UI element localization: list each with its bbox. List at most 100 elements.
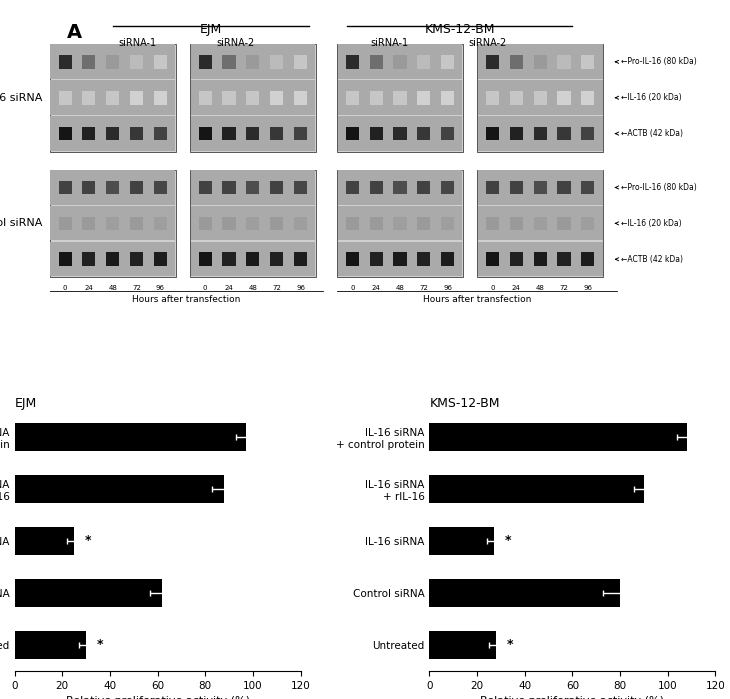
Bar: [346, 180, 359, 194]
Bar: [441, 252, 454, 266]
Text: 96: 96: [156, 284, 165, 291]
Bar: [223, 252, 236, 266]
Bar: [130, 55, 143, 69]
Bar: [338, 242, 462, 276]
Bar: [130, 217, 143, 230]
Bar: [338, 206, 462, 240]
Bar: [294, 55, 307, 69]
Bar: [58, 91, 72, 105]
Bar: [191, 45, 315, 79]
Bar: [441, 127, 454, 140]
Text: *: *: [97, 638, 104, 651]
Bar: [510, 127, 523, 140]
Bar: [338, 80, 462, 115]
Bar: [294, 217, 307, 230]
X-axis label: Relative proliferative activity (%): Relative proliferative activity (%): [480, 696, 664, 699]
Bar: [15, 475, 224, 503]
Bar: [130, 127, 143, 140]
Bar: [130, 252, 143, 266]
Bar: [558, 127, 571, 140]
Bar: [199, 252, 212, 266]
Bar: [558, 55, 571, 69]
Text: Hours after transfection: Hours after transfection: [132, 295, 240, 304]
Bar: [154, 127, 167, 140]
Bar: [558, 91, 571, 105]
Bar: [393, 127, 407, 140]
Text: 96: 96: [296, 284, 305, 291]
Text: *: *: [504, 535, 511, 547]
Bar: [369, 252, 383, 266]
Bar: [478, 170, 602, 205]
Text: ←ACTB (42 kDa): ←ACTB (42 kDa): [615, 254, 683, 264]
Bar: [558, 180, 571, 194]
Bar: [418, 91, 431, 105]
Bar: [270, 127, 283, 140]
Bar: [418, 217, 431, 230]
Bar: [510, 55, 523, 69]
Bar: [191, 170, 315, 205]
Bar: [130, 91, 143, 105]
Text: 72: 72: [420, 284, 429, 291]
Bar: [223, 217, 236, 230]
Bar: [82, 252, 96, 266]
Bar: [106, 217, 119, 230]
Bar: [486, 127, 499, 140]
Bar: [199, 127, 212, 140]
Bar: [294, 127, 307, 140]
Bar: [15, 423, 246, 452]
Text: 24: 24: [512, 284, 520, 291]
Bar: [369, 55, 383, 69]
Bar: [106, 127, 119, 140]
Bar: [199, 91, 212, 105]
Bar: [106, 91, 119, 105]
Text: ←Pro-IL-16 (80 kDa): ←Pro-IL-16 (80 kDa): [615, 183, 697, 192]
Text: 72: 72: [560, 284, 569, 291]
Bar: [270, 180, 283, 194]
Bar: [58, 55, 72, 69]
Text: 72: 72: [272, 284, 281, 291]
Bar: [441, 180, 454, 194]
Bar: [478, 242, 602, 276]
Text: KMS-12-BM: KMS-12-BM: [429, 397, 500, 410]
Bar: [429, 527, 493, 555]
Bar: [534, 127, 547, 140]
Bar: [270, 91, 283, 105]
Bar: [154, 55, 167, 69]
Text: 0: 0: [203, 284, 207, 291]
Text: 0: 0: [63, 284, 67, 291]
Bar: [337, 170, 463, 278]
Bar: [486, 91, 499, 105]
Bar: [346, 217, 359, 230]
Bar: [338, 45, 462, 79]
Bar: [199, 217, 212, 230]
Text: *: *: [507, 638, 513, 651]
Bar: [270, 217, 283, 230]
Bar: [82, 55, 96, 69]
Bar: [418, 252, 431, 266]
Bar: [478, 45, 602, 79]
Bar: [50, 170, 175, 205]
Bar: [429, 475, 644, 503]
Text: 24: 24: [372, 284, 380, 291]
Text: *: *: [85, 535, 91, 547]
Bar: [510, 91, 523, 105]
Bar: [154, 91, 167, 105]
Text: 48: 48: [108, 284, 117, 291]
Text: siRNA-2: siRNA-2: [216, 38, 255, 48]
Bar: [477, 170, 603, 278]
Bar: [191, 242, 315, 276]
Bar: [369, 91, 383, 105]
Bar: [418, 55, 431, 69]
Text: ←Pro-IL-16 (80 kDa): ←Pro-IL-16 (80 kDa): [615, 57, 697, 66]
Text: 96: 96: [443, 284, 452, 291]
Bar: [558, 252, 571, 266]
Bar: [199, 55, 212, 69]
Bar: [82, 127, 96, 140]
Bar: [15, 527, 74, 555]
Bar: [581, 217, 594, 230]
Bar: [346, 127, 359, 140]
Bar: [246, 91, 259, 105]
Bar: [246, 252, 259, 266]
Bar: [441, 217, 454, 230]
Bar: [478, 206, 602, 240]
